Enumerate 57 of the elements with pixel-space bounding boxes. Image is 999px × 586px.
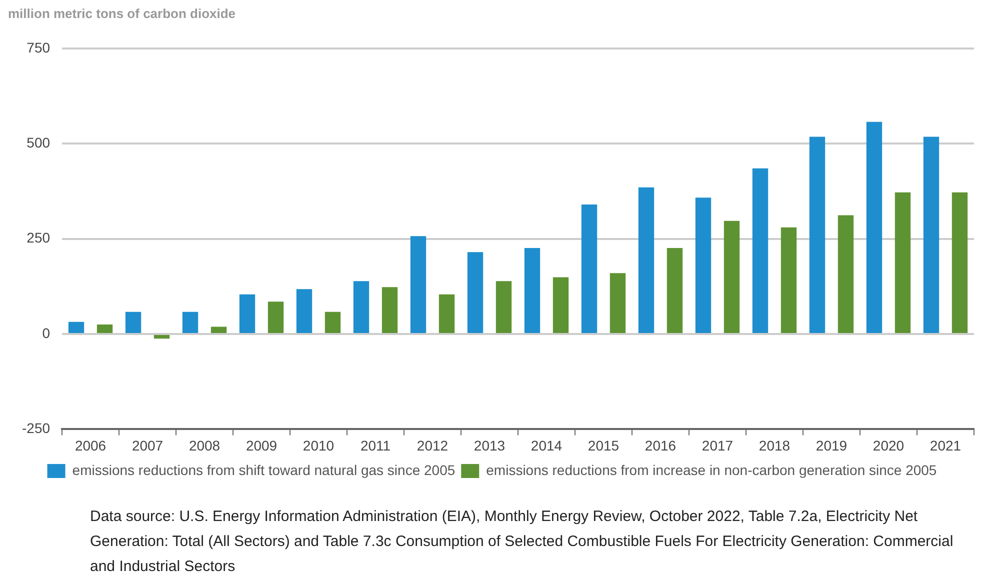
x-tick-label: 2010 (302, 437, 334, 454)
legend-label: emissions reductions from increase in non-carbon generation since 2005 (486, 462, 937, 478)
x-tick-label: 2008 (188, 437, 220, 454)
bar (96, 324, 113, 333)
y-tick-label: 500 (26, 134, 50, 150)
x-tick-label: 2012 (416, 437, 448, 454)
y-tick-label: 250 (26, 230, 50, 246)
bar (780, 227, 797, 333)
legend-label: emissions reductions from shift toward natural gas since 2005 (72, 462, 456, 478)
bar (239, 294, 256, 333)
bar (638, 187, 654, 333)
x-tick-label: 2021 (930, 437, 962, 454)
bar (952, 192, 968, 333)
bar (809, 136, 826, 333)
y-tick-label: -250 (22, 420, 50, 436)
bar (324, 312, 341, 333)
bar (125, 312, 142, 333)
bar (68, 322, 84, 333)
bar (666, 248, 683, 333)
bar (182, 312, 198, 333)
x-tick-label: 2019 (816, 437, 848, 454)
bar (838, 215, 854, 333)
y-tick-label: 750 (26, 39, 50, 56)
bar (496, 281, 512, 333)
bar (410, 236, 426, 333)
x-tick-label: 2013 (474, 437, 506, 454)
x-tick-label: 2017 (702, 437, 734, 454)
x-tick-label: 2016 (644, 437, 676, 454)
bar (268, 302, 284, 333)
source-note: Data source: U.S. Energy Information Administration (EIA), Monthly Energy Review, October 2022, Table 7.2a, Electricity Net Generation: Total (All Sectors) and Table 7.3c Consumption of Selected Combustible Fuels For Electricity Generation: Commercial and Industrial Sectors (90, 507, 954, 577)
x-tick-label: 2006 (74, 437, 106, 454)
x-tick-label: 2018 (758, 437, 790, 454)
bar (923, 136, 940, 333)
bar (752, 168, 768, 333)
bar (894, 192, 911, 333)
x-tick-label: 2015 (588, 437, 620, 454)
y-axis-title: million metric tons of carbon dioxide (8, 6, 236, 21)
bar (724, 220, 740, 333)
bar (581, 204, 598, 333)
x-tick-label: 2014 (530, 437, 562, 454)
bar (610, 273, 626, 333)
bar (524, 248, 540, 333)
bar (866, 122, 882, 333)
y-tick-label: 0 (42, 324, 50, 341)
bar (695, 198, 712, 333)
bar (552, 277, 569, 333)
bar (438, 294, 455, 333)
x-tick-label: 2020 (872, 437, 904, 454)
x-tick-label: 2007 (132, 437, 164, 454)
bar (210, 326, 227, 333)
bar (467, 252, 484, 333)
x-tick-label: 2009 (246, 437, 278, 454)
x-tick-label: 2011 (360, 437, 391, 454)
bar (296, 289, 312, 333)
bar (154, 335, 170, 339)
bar (382, 287, 398, 333)
bar (353, 281, 370, 333)
